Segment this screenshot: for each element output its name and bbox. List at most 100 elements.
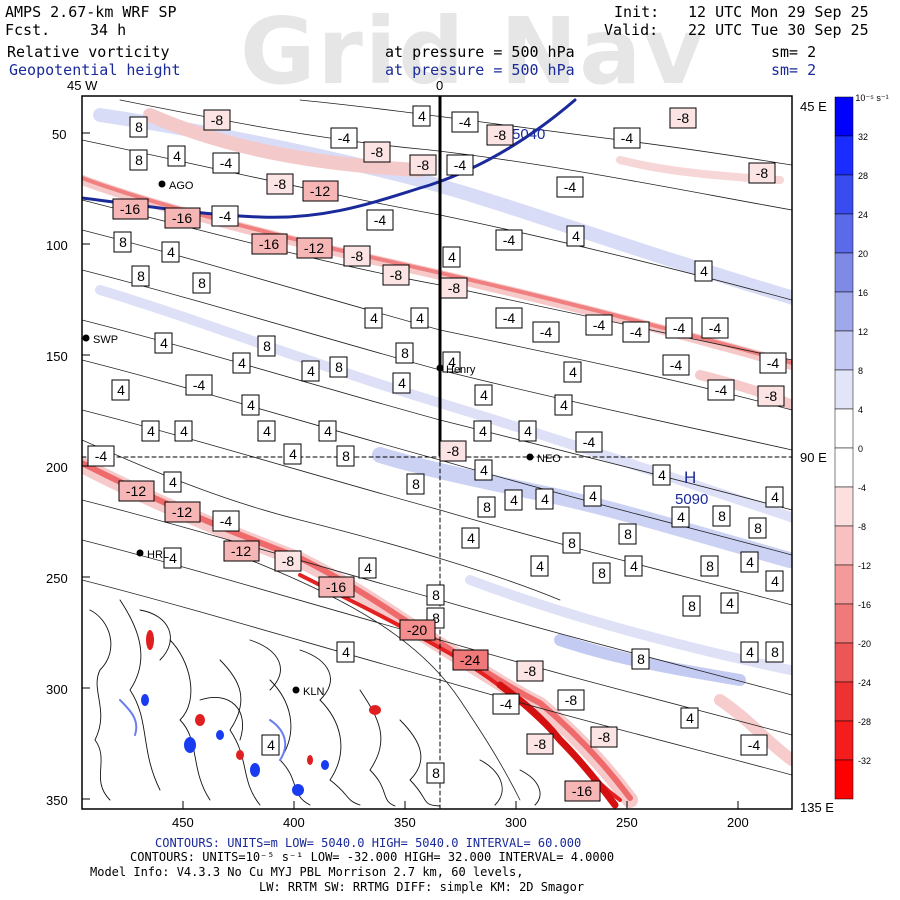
contour-label: -12 (223, 540, 260, 562)
svg-text:-8: -8 (765, 388, 778, 404)
lon-label-135e: 135 E (800, 800, 834, 815)
station-henry: Henry (436, 364, 476, 376)
colorbar-level: -28 (858, 717, 871, 727)
svg-text:4: 4 (324, 423, 332, 439)
svg-text:8: 8 (624, 526, 632, 542)
contour-label: 4 (364, 307, 383, 329)
contour-label: 8 (129, 116, 148, 138)
contour-label: 8 (748, 517, 767, 539)
x-tick-300: 300 (505, 815, 527, 830)
x-tick-450: 450 (172, 815, 194, 830)
svg-text:-8: -8 (677, 110, 690, 126)
svg-text:-12: -12 (310, 183, 330, 199)
svg-text:4: 4 (746, 554, 754, 570)
svg-text:-4: -4 (767, 355, 780, 371)
svg-text:-24: -24 (460, 652, 480, 668)
station-neo-label: NEO (537, 453, 561, 465)
station-henry-label: Henry (446, 364, 476, 376)
station-swp-label: SWP (93, 334, 118, 346)
svg-text:8: 8 (754, 520, 762, 536)
contour-label: -12 (296, 237, 333, 259)
contour-label: 4 (740, 551, 759, 573)
fcst-label: Fcst. (5, 21, 51, 39)
lon-label-45w: 45 W (67, 78, 98, 93)
svg-text:4: 4 (510, 492, 518, 508)
colorbar-unit: 10⁻⁵ s⁻¹ (855, 93, 888, 103)
contour-label: 4 (358, 557, 377, 579)
valid-label: Valid: (604, 21, 659, 39)
contour-label: 8 (631, 648, 650, 670)
contour-label: 8 (562, 532, 581, 554)
contour-label: -16 (164, 207, 201, 229)
svg-text:4: 4 (370, 310, 378, 326)
contour-label: 4 (504, 489, 523, 511)
colorbar-level: 24 (858, 210, 868, 220)
y-tick-350: 350 (46, 793, 68, 808)
svg-text:-4: -4 (583, 434, 596, 450)
footer-model-info: Model Info: V4.3.3 No Cu MYJ PBL Morriso… (90, 865, 524, 879)
svg-text:4: 4 (726, 595, 734, 611)
colorbar-level: 8 (858, 366, 863, 376)
svg-text:-4: -4 (220, 513, 233, 529)
svg-text:-12: -12 (126, 483, 146, 499)
field1-name: Relative vorticity (7, 43, 170, 61)
contour-label: 4 (473, 420, 492, 442)
contour-label: 4 (652, 464, 671, 486)
contour-label: -4 (622, 321, 650, 343)
colorbar-level: 4 (858, 405, 863, 415)
svg-text:-4: -4 (459, 114, 472, 130)
svg-text:4: 4 (771, 573, 779, 589)
svg-text:4: 4 (480, 387, 488, 403)
contour-label: -8 (557, 689, 585, 711)
svg-text:8: 8 (119, 234, 127, 250)
contour-label: 4 (461, 527, 480, 549)
contour-label: 4 (671, 506, 690, 528)
svg-text:-16: -16 (172, 210, 192, 226)
svg-text:-8: -8 (448, 280, 461, 296)
contour-label: -4 (495, 307, 523, 329)
station-hrl: HRL (136, 549, 169, 561)
contour-label: 4 (583, 485, 602, 507)
field1-sm: sm= 2 (771, 43, 817, 61)
contour-label: -12 (302, 180, 339, 202)
contour-label: -4 (556, 176, 584, 198)
contour-label: 4 (720, 592, 739, 614)
contour-label: 4 (765, 570, 784, 592)
contour-label: -8 (669, 107, 697, 129)
contour-label: -8 (203, 109, 231, 131)
contour-label: 4 (161, 241, 180, 263)
contour-label: -8 (274, 550, 302, 572)
svg-text:-4: -4 (630, 324, 643, 340)
colorbar-level: 16 (858, 288, 868, 298)
colorbar-level: 32 (858, 132, 868, 142)
svg-text:4: 4 (416, 310, 424, 326)
station-neo: NEO (526, 453, 561, 465)
svg-text:-4: -4 (621, 130, 634, 146)
contour-label: -4 (492, 693, 520, 715)
field2-name: Geopotential height (9, 61, 181, 79)
lon-label-0: 0 (436, 78, 444, 93)
svg-text:4: 4 (569, 364, 577, 380)
model-title: AMPS 2.67-km WRF SP (5, 3, 177, 21)
svg-text:4: 4 (169, 550, 177, 566)
contour-label: -8 (516, 660, 544, 682)
svg-text:8: 8 (135, 152, 143, 168)
svg-text:-16: -16 (120, 201, 140, 217)
svg-text:-20: -20 (407, 622, 427, 638)
field2-sm: sm= 2 (771, 61, 817, 79)
contour-label: 4 (336, 641, 355, 663)
contour-label: 4 (111, 379, 130, 401)
svg-text:8: 8 (771, 644, 779, 660)
contour-label: 4 (163, 471, 182, 493)
colorbar-level: 20 (858, 249, 868, 259)
svg-text:-4: -4 (564, 179, 577, 195)
svg-text:4: 4 (147, 423, 155, 439)
contour-label: 4 (412, 105, 431, 127)
contour-label: 4 (563, 361, 582, 383)
contour-label: 4 (680, 707, 699, 729)
contour-label: -4 (707, 379, 735, 401)
svg-text:-16: -16 (572, 783, 592, 799)
y-tick-200: 200 (46, 460, 68, 475)
svg-text:4: 4 (589, 488, 597, 504)
